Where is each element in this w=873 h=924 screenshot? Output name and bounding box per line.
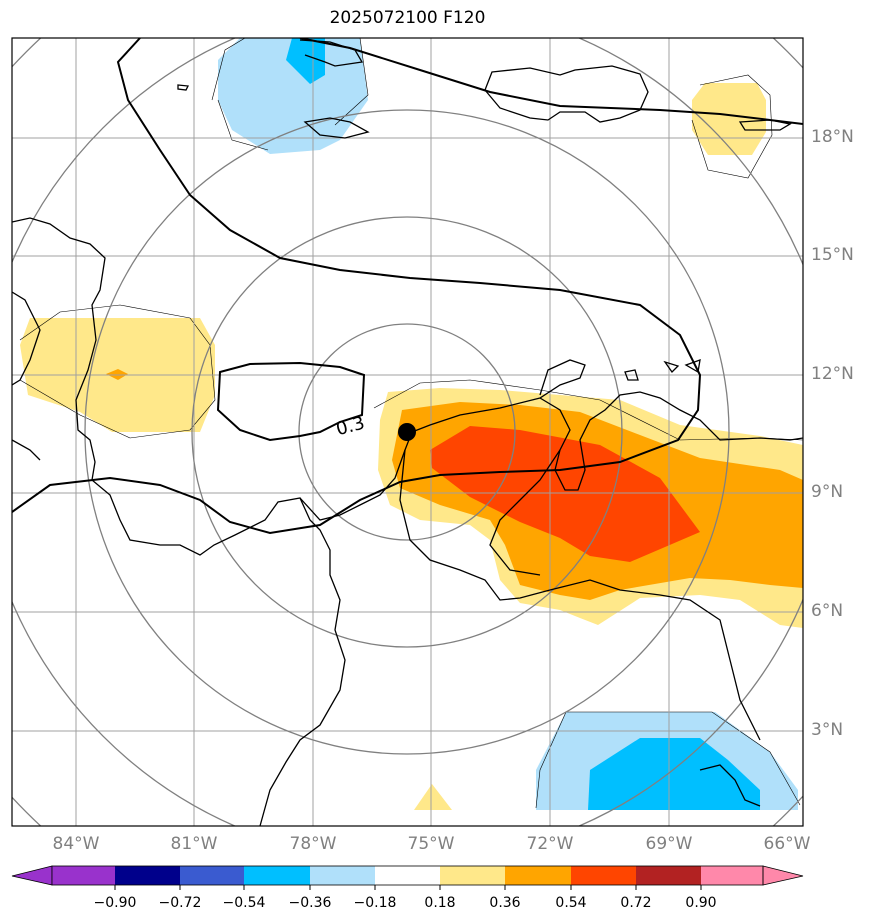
coastlines (12, 39, 803, 826)
lat-label-18n: 18°N (811, 127, 854, 147)
shading-yellow-ne (692, 83, 766, 155)
colorbar-tick-label: −0.72 (158, 895, 202, 911)
lat-label-6n: 6°N (811, 601, 844, 621)
colorbar-extend-low (11, 865, 53, 886)
colorbar-tick-label: 0.36 (489, 895, 521, 911)
colorbar-tick-label: −0.18 (353, 895, 397, 911)
shading-blue-south (588, 738, 760, 810)
colorbar-tick-label: 0.72 (620, 895, 652, 911)
lon-label-66w: 66°W (763, 834, 811, 854)
colorbar-tick-label: 0.18 (424, 895, 456, 911)
map-title: 2025072100 F120 (329, 8, 486, 28)
lat-label-3n: 3°N (811, 720, 844, 740)
colorbar-tick-label: −0.36 (288, 895, 332, 911)
lon-label-75w: 75°W (407, 834, 455, 854)
lat-label-15n: 15°N (811, 245, 854, 265)
anomaly-shading (20, 38, 803, 810)
lon-label-84w: 84°W (52, 834, 100, 854)
storm-center-marker (398, 423, 416, 441)
colorbar-tick-label: 0.90 (685, 895, 717, 911)
thick-contours (12, 38, 803, 535)
colorbar-extend-high (762, 865, 804, 886)
colorbar-tick-label: 0.54 (555, 895, 587, 911)
lon-label-69w: 69°W (645, 834, 693, 854)
shading-red-plume (430, 426, 700, 562)
lon-label-78w: 78°W (289, 834, 337, 854)
colorbar-tick-label: −0.54 (222, 895, 266, 911)
shading-yellow-south (414, 784, 452, 810)
map-frame (11, 37, 804, 827)
colorbar-tick-label: −0.90 (93, 895, 137, 911)
lon-label-81w: 81°W (170, 834, 218, 854)
lat-label-12n: 12°N (811, 364, 854, 384)
shading-blue-north (286, 38, 325, 84)
shading-lightblue-north (218, 38, 368, 154)
colorbar (11, 865, 804, 890)
grid-lines (12, 38, 803, 826)
lat-label-9n: 9°N (811, 482, 844, 502)
contour-label: 0.3 (334, 413, 367, 441)
lon-label-72w: 72°W (526, 834, 574, 854)
